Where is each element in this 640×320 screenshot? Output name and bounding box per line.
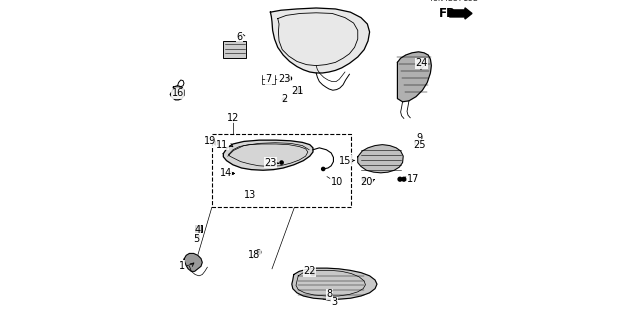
Text: 1: 1: [179, 260, 185, 271]
Circle shape: [298, 90, 302, 93]
Circle shape: [280, 161, 284, 164]
Polygon shape: [358, 145, 403, 173]
Text: 4: 4: [195, 225, 201, 235]
Text: 7: 7: [265, 74, 271, 84]
Circle shape: [282, 98, 286, 102]
Polygon shape: [184, 253, 202, 271]
Text: 13: 13: [244, 190, 257, 200]
Text: 9: 9: [417, 132, 423, 143]
Circle shape: [321, 167, 325, 171]
Circle shape: [288, 76, 292, 80]
Text: 12: 12: [227, 113, 239, 123]
Text: 6: 6: [236, 32, 243, 42]
Text: 23: 23: [278, 74, 291, 84]
Circle shape: [196, 235, 199, 237]
Text: 5: 5: [194, 234, 200, 244]
Text: 22: 22: [303, 266, 316, 276]
Text: 24: 24: [415, 58, 428, 68]
Polygon shape: [270, 8, 370, 73]
Polygon shape: [170, 86, 184, 100]
Circle shape: [232, 173, 234, 174]
Text: 15: 15: [339, 156, 351, 166]
Text: 21: 21: [291, 86, 303, 96]
Circle shape: [398, 177, 402, 181]
Text: 25: 25: [413, 140, 426, 150]
Text: 8: 8: [326, 289, 333, 300]
Polygon shape: [223, 140, 313, 170]
Text: FR.: FR.: [438, 7, 460, 20]
Circle shape: [402, 177, 406, 181]
Text: T8N4B3715B: T8N4B3715B: [428, 0, 479, 3]
Text: 23: 23: [264, 157, 276, 168]
Text: 10: 10: [330, 177, 343, 187]
Text: 19: 19: [204, 136, 217, 147]
Circle shape: [214, 142, 218, 145]
Circle shape: [362, 177, 366, 181]
Text: 18: 18: [248, 250, 260, 260]
Polygon shape: [292, 268, 377, 299]
Circle shape: [256, 250, 261, 254]
Circle shape: [311, 272, 315, 276]
FancyArrow shape: [450, 8, 472, 19]
Text: 20: 20: [360, 177, 372, 187]
Text: 3: 3: [332, 297, 337, 308]
Circle shape: [296, 88, 300, 92]
FancyBboxPatch shape: [223, 41, 246, 58]
Text: 11: 11: [216, 140, 228, 150]
Polygon shape: [397, 52, 431, 102]
Text: 17: 17: [407, 173, 420, 184]
Text: 16: 16: [172, 88, 184, 99]
Text: 2: 2: [281, 94, 287, 104]
FancyBboxPatch shape: [195, 225, 202, 232]
Text: 14: 14: [220, 168, 232, 179]
